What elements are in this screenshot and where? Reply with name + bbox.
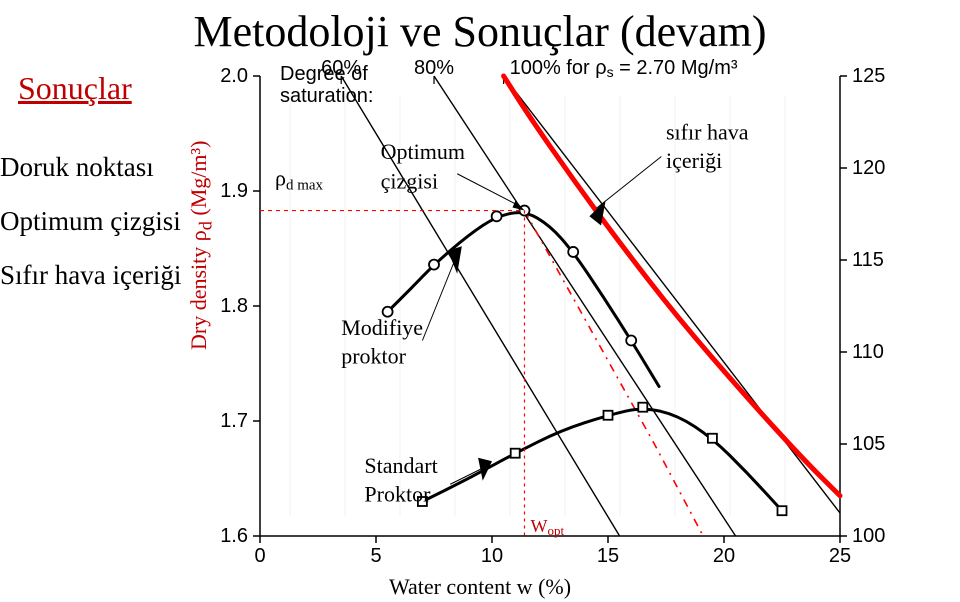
subheader: Sonuçlar [18,70,132,107]
svg-text:proktor: proktor [341,344,406,369]
svg-text:1.8: 1.8 [220,295,248,317]
svg-text:0: 0 [254,545,265,567]
svg-text:10: 10 [481,545,503,567]
svg-text:1.6: 1.6 [220,525,248,547]
svg-text:20: 20 [713,545,735,567]
svg-text:saturation:: saturation: [280,85,373,107]
svg-text:15: 15 [597,545,619,567]
x-axis-label: Water content w (%) [0,574,960,600]
svg-text:1.9: 1.9 [220,180,248,202]
legend-sifir: Sıfır hava içeriği [0,258,181,293]
svg-text:25: 25 [829,545,851,567]
svg-text:2.0: 2.0 [220,65,248,87]
svg-text:125: 125 [852,65,885,87]
svg-text:100% for ρs = 2.70 Mg/m³: 100% for ρs = 2.70 Mg/m³ [510,57,738,80]
svg-text:1.7: 1.7 [220,410,248,432]
svg-text:80%: 80% [414,57,454,79]
legend-optimum: Optimum çizgisi [0,204,181,239]
svg-text:100: 100 [852,525,885,547]
svg-text:120: 120 [852,157,885,179]
svg-text:Modifiye: Modifiye [341,315,423,340]
svg-text:çizgisi: çizgisi [381,169,438,194]
svg-text:Standart: Standart [364,453,437,478]
page-title: Metodoloji ve Sonuçlar (devam) [0,6,960,57]
svg-text:içeriği: içeriği [666,148,722,173]
svg-text:sıfır hava: sıfır hava [666,119,749,144]
legend-doruk: Doruk noktası [0,150,154,185]
svg-text:Proktor: Proktor [364,482,431,507]
svg-text:60%: 60% [321,57,361,79]
svg-text:105: 105 [852,433,885,455]
compaction-chart: 0 5 10 15 20 25 1.6 1.7 1.8 1.9 2.0 100 105 110 115 120… [200,56,900,576]
svg-text:115: 115 [852,249,884,271]
svg-text:110: 110 [852,341,884,363]
svg-text:Optimum: Optimum [381,139,465,164]
svg-text:5: 5 [370,545,381,567]
